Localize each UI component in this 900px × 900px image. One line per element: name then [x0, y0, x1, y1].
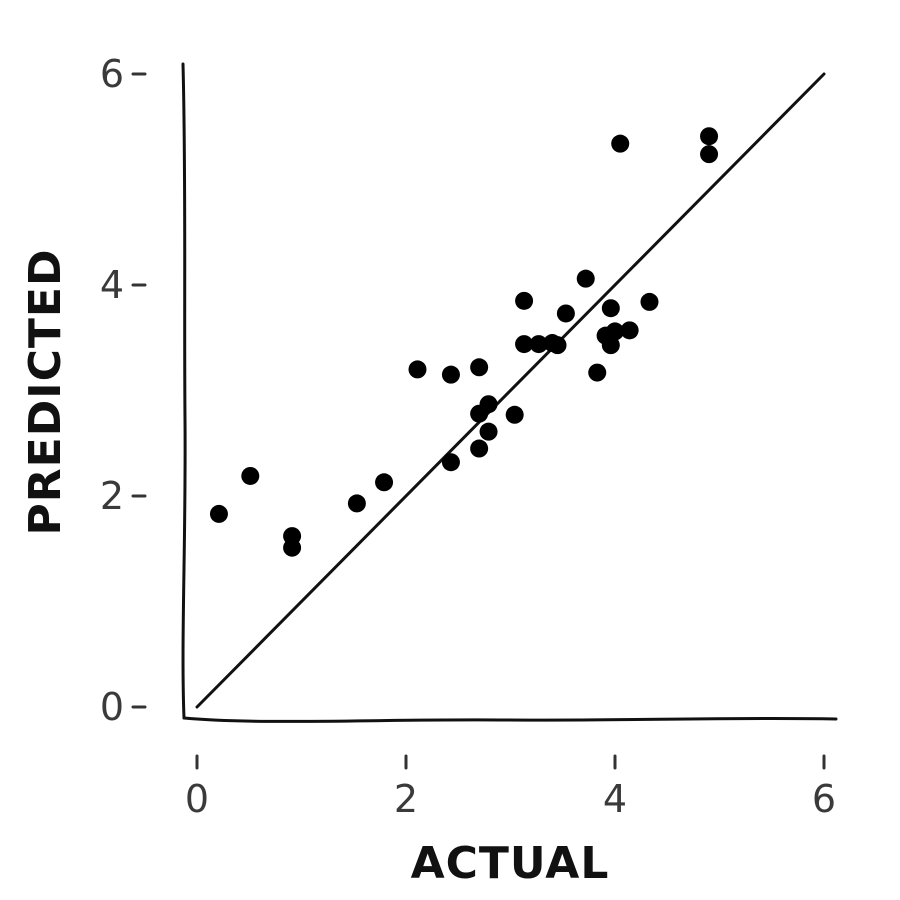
scatter-point: [441, 365, 460, 384]
scatter-point: [548, 336, 567, 355]
x-tick-label: 0: [185, 777, 209, 821]
scatter-point: [529, 335, 548, 354]
data-points: [209, 127, 719, 557]
scatter-point: [640, 292, 659, 311]
scatter-point: [601, 336, 620, 355]
scatter-point: [408, 360, 427, 379]
x-axis-title: ACTUAL: [411, 838, 610, 889]
scatter-point: [470, 358, 489, 377]
scatter-point: [700, 145, 719, 164]
scatter-point: [347, 494, 366, 513]
y-tick-label: 0: [100, 685, 124, 729]
x-axis-line: [182, 716, 838, 723]
scatter-point: [576, 269, 595, 288]
scatter-point: [556, 304, 575, 323]
scatter-point: [505, 405, 524, 424]
x-tick-label: 6: [812, 777, 836, 821]
y-tick-label: 4: [100, 263, 124, 307]
scatter-point: [606, 322, 624, 341]
y-tick-label: 6: [100, 52, 124, 96]
x-axis-ticks: 0 2 4 6: [185, 754, 836, 821]
x-tick-label: 4: [603, 777, 627, 821]
y-tick-label: 2: [100, 474, 124, 518]
y-axis-title: PREDICTED: [20, 249, 71, 536]
identity-reference-line: [195, 72, 826, 709]
scatter-point: [601, 299, 620, 318]
scatter-point: [620, 321, 639, 340]
scatter-point: [479, 395, 498, 414]
scatter-point: [241, 466, 260, 485]
scatter-point: [209, 504, 228, 523]
scatter-point: [515, 291, 534, 310]
scatter-point: [588, 363, 607, 382]
scatter-point: [470, 439, 489, 458]
scatter-point: [515, 335, 534, 354]
x-tick-label: 2: [394, 777, 418, 821]
scatter-point: [375, 473, 394, 492]
scatter-point: [479, 422, 498, 441]
y-axis-line: [181, 62, 187, 720]
scatter-point: [441, 453, 460, 472]
scatter-point: [283, 538, 302, 557]
scatter-point: [700, 127, 719, 146]
scatter-point: [611, 134, 630, 153]
y-axis-ticks: 0 2 4 6: [100, 52, 147, 729]
